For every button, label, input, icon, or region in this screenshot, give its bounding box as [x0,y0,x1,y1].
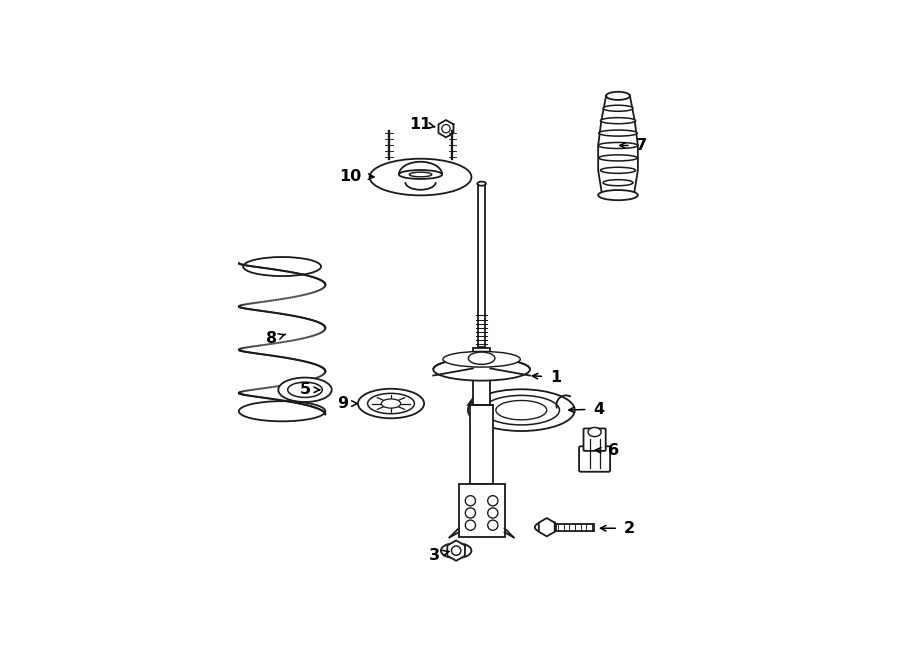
Ellipse shape [600,167,635,173]
Polygon shape [539,518,554,536]
Text: 9: 9 [338,396,357,411]
Bar [473,348,491,405]
Text: 1: 1 [532,369,561,385]
Circle shape [465,496,475,506]
FancyBboxPatch shape [579,446,610,472]
Ellipse shape [433,358,530,381]
Ellipse shape [477,182,486,186]
Ellipse shape [606,92,630,100]
Ellipse shape [399,170,442,179]
Text: 2: 2 [600,521,634,535]
Text: 7: 7 [620,138,647,153]
Ellipse shape [606,93,630,99]
Circle shape [465,508,475,518]
Circle shape [465,520,475,530]
Text: 10: 10 [339,169,374,184]
Ellipse shape [358,389,424,418]
Ellipse shape [588,428,601,437]
Circle shape [488,508,498,518]
Text: 6: 6 [596,444,619,458]
Ellipse shape [603,180,633,186]
Circle shape [488,520,498,530]
Ellipse shape [410,172,432,176]
Ellipse shape [606,192,630,198]
Polygon shape [438,120,454,137]
Bar [556,524,594,531]
Ellipse shape [603,105,633,111]
Ellipse shape [600,118,635,124]
Ellipse shape [468,389,575,431]
Polygon shape [447,541,465,561]
Bar [478,184,485,346]
Text: 3: 3 [429,548,449,563]
Circle shape [452,546,461,555]
Ellipse shape [496,401,547,420]
Ellipse shape [288,382,322,397]
Ellipse shape [483,395,560,425]
Text: 11: 11 [410,116,435,132]
Text: 8: 8 [266,331,285,346]
Ellipse shape [468,352,495,364]
Ellipse shape [598,130,637,136]
Text: 5: 5 [300,382,319,397]
Text: 4: 4 [569,402,604,416]
Bar [459,484,505,537]
Ellipse shape [598,190,638,200]
Bar [471,405,493,484]
Ellipse shape [367,393,414,414]
FancyBboxPatch shape [583,428,606,451]
Ellipse shape [370,159,472,196]
Circle shape [488,496,498,506]
Ellipse shape [598,143,638,149]
Ellipse shape [278,377,332,402]
Ellipse shape [598,155,637,161]
Ellipse shape [443,352,520,367]
Ellipse shape [382,399,400,408]
Circle shape [442,124,450,133]
